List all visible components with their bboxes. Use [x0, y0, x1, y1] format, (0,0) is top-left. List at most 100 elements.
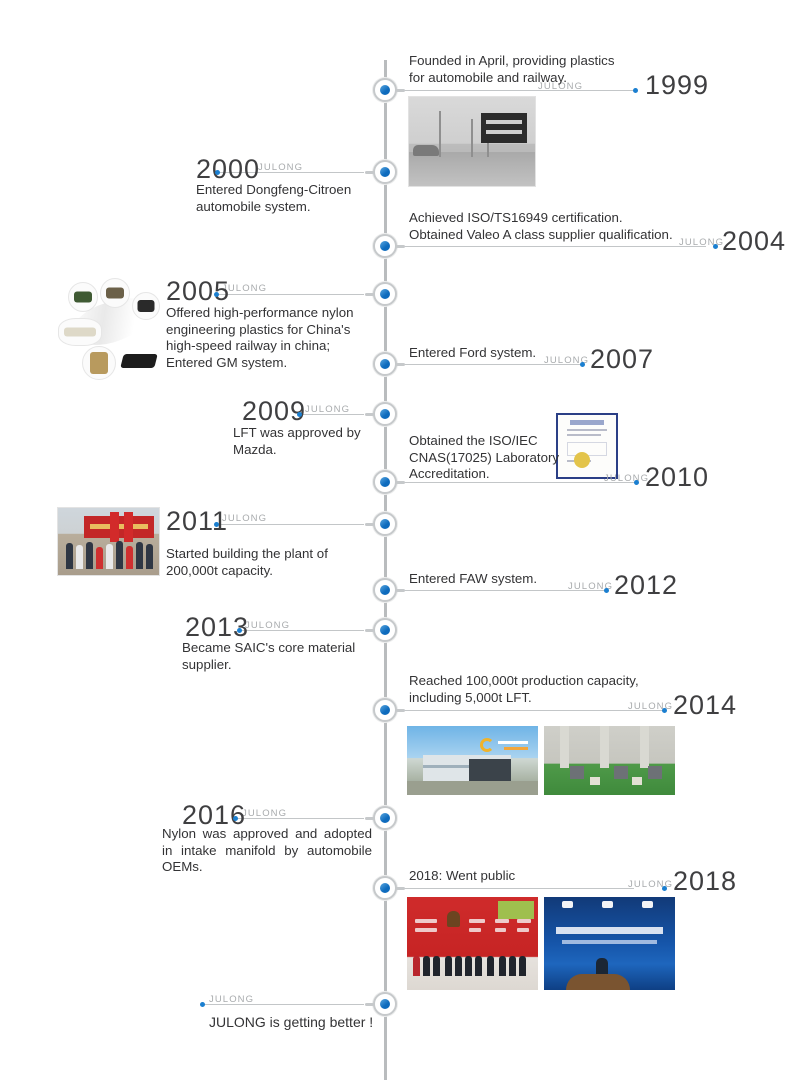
photo-nylon-products-2005 — [56, 276, 164, 381]
node-stub-icon — [396, 589, 405, 592]
timeline-node-2011[interactable] — [365, 512, 397, 536]
timeline-node-2009[interactable] — [365, 402, 397, 426]
photo-person — [136, 542, 143, 569]
connector-dot-2014 — [662, 708, 667, 713]
year-label-2018: 2018 — [673, 866, 738, 896]
timeline-node-2014[interactable] — [373, 698, 405, 722]
photo-black-part — [120, 354, 158, 368]
connector-dot-2013 — [237, 628, 242, 633]
connector-rule-2000 — [218, 172, 364, 173]
timeline-node-2010[interactable] — [373, 470, 405, 494]
photo-person — [475, 956, 482, 976]
footer-slogan: JULONG is getting better ! — [209, 1014, 374, 1030]
brand-label-2012: JULONG — [568, 581, 614, 592]
certificate-header — [570, 420, 604, 425]
timeline-node-2005[interactable] — [365, 282, 397, 306]
entry-text-2004: Achieved ISO/TS16949 certification. Obta… — [409, 210, 673, 242]
photo-column — [560, 726, 569, 768]
photo-text-line — [469, 919, 485, 923]
brand-label-footer: JULONG — [209, 994, 255, 1005]
year-label-1999: 1999 — [645, 70, 710, 100]
photo-ground — [409, 152, 535, 186]
connector-rule-2018 — [400, 888, 634, 889]
connector-dot-footer — [200, 1002, 205, 1007]
entry-text-2000: Entered Dongfeng-Citroen automobile syst… — [196, 182, 352, 214]
timeline-node-2018[interactable] — [373, 876, 405, 900]
brand-label-2009: JULONG — [305, 404, 351, 415]
photo-workshop-interior-2014 — [544, 726, 675, 795]
photo-person — [116, 541, 123, 569]
photo-column — [640, 726, 649, 768]
brand-label-1999: JULONG — [538, 81, 584, 92]
photo-person — [86, 542, 93, 569]
node-stub-icon — [365, 817, 374, 820]
connector-rule-2016 — [236, 818, 364, 819]
photo-person — [455, 956, 462, 976]
brand-label-2005: JULONG — [222, 283, 268, 294]
brand-label-2000: JULONG — [258, 162, 304, 173]
photo-person — [433, 956, 440, 976]
connector-dot-2012 — [604, 588, 609, 593]
brand-label-2010: JULONG — [604, 473, 650, 484]
brand-label-2013: JULONG — [245, 620, 291, 631]
photo-banner — [84, 516, 154, 538]
certificate-line — [567, 429, 607, 431]
node-stub-icon — [365, 523, 374, 526]
year-label-2005: 2005 — [166, 276, 231, 306]
year-label-2000: 2000 — [196, 154, 261, 184]
year-label-2007: 2007 — [590, 344, 655, 374]
photo-factory-gate-1999 — [408, 96, 536, 187]
photo-machine — [570, 766, 584, 779]
photo-person — [465, 956, 472, 976]
connector-rule-2005 — [218, 294, 364, 295]
brand-label-2004: JULONG — [679, 237, 725, 248]
node-stub-icon — [365, 171, 374, 174]
connector-dot-2010 — [634, 480, 639, 485]
timeline-node-1999[interactable] — [373, 78, 405, 102]
timeline-node-2000[interactable] — [365, 160, 397, 184]
photo-person — [423, 956, 430, 976]
photo-machine — [648, 766, 662, 779]
year-label-2009: 2009 — [242, 396, 307, 426]
photo-person — [76, 545, 83, 569]
timeline-node-2004[interactable] — [373, 234, 405, 258]
node-stub-icon — [396, 363, 405, 366]
photo-screen-subtitle — [562, 940, 657, 944]
photo-text-line — [469, 928, 481, 932]
timeline-node-2013[interactable] — [365, 618, 397, 642]
node-stub-icon — [365, 413, 374, 416]
connector-rule-2012 — [400, 590, 606, 591]
photo-online-roadshow-2018 — [544, 897, 675, 990]
certificate-line — [567, 434, 601, 436]
brand-label-2014: JULONG — [628, 701, 674, 712]
photo-stage-light — [562, 901, 573, 908]
connector-rule-footer — [204, 1004, 364, 1005]
photo-bubble — [100, 278, 130, 308]
photo-text-line — [495, 928, 506, 932]
photo-host — [596, 958, 608, 978]
photo-chip — [106, 287, 124, 299]
photo-person — [96, 547, 103, 569]
connector-dot-2000 — [215, 170, 220, 175]
photo-person — [445, 956, 452, 976]
photo-pallet — [632, 777, 642, 785]
photo-groundbreaking-2011 — [57, 507, 160, 576]
timeline-node-2007[interactable] — [373, 352, 405, 376]
entry-text-2009: LFT was approved by Mazda. — [233, 425, 361, 457]
photo-pole — [439, 111, 441, 157]
photo-machine — [614, 766, 628, 779]
entry-text-2012: Entered FAW system. — [409, 571, 538, 586]
timeline-node-footer[interactable] — [365, 992, 397, 1016]
photo-logo — [480, 738, 528, 756]
photo-rod — [64, 327, 96, 337]
timeline-node-2012[interactable] — [373, 578, 405, 602]
brand-label-2011: JULONG — [222, 513, 268, 524]
year-label-2011: 2011 — [166, 506, 229, 536]
node-stub-icon — [365, 293, 374, 296]
timeline-node-2016[interactable] — [365, 806, 397, 830]
certificate-seal — [574, 452, 590, 468]
node-stub-icon — [396, 887, 405, 890]
connector-dot-2005 — [214, 292, 219, 297]
year-label-2012: 2012 — [614, 570, 679, 600]
